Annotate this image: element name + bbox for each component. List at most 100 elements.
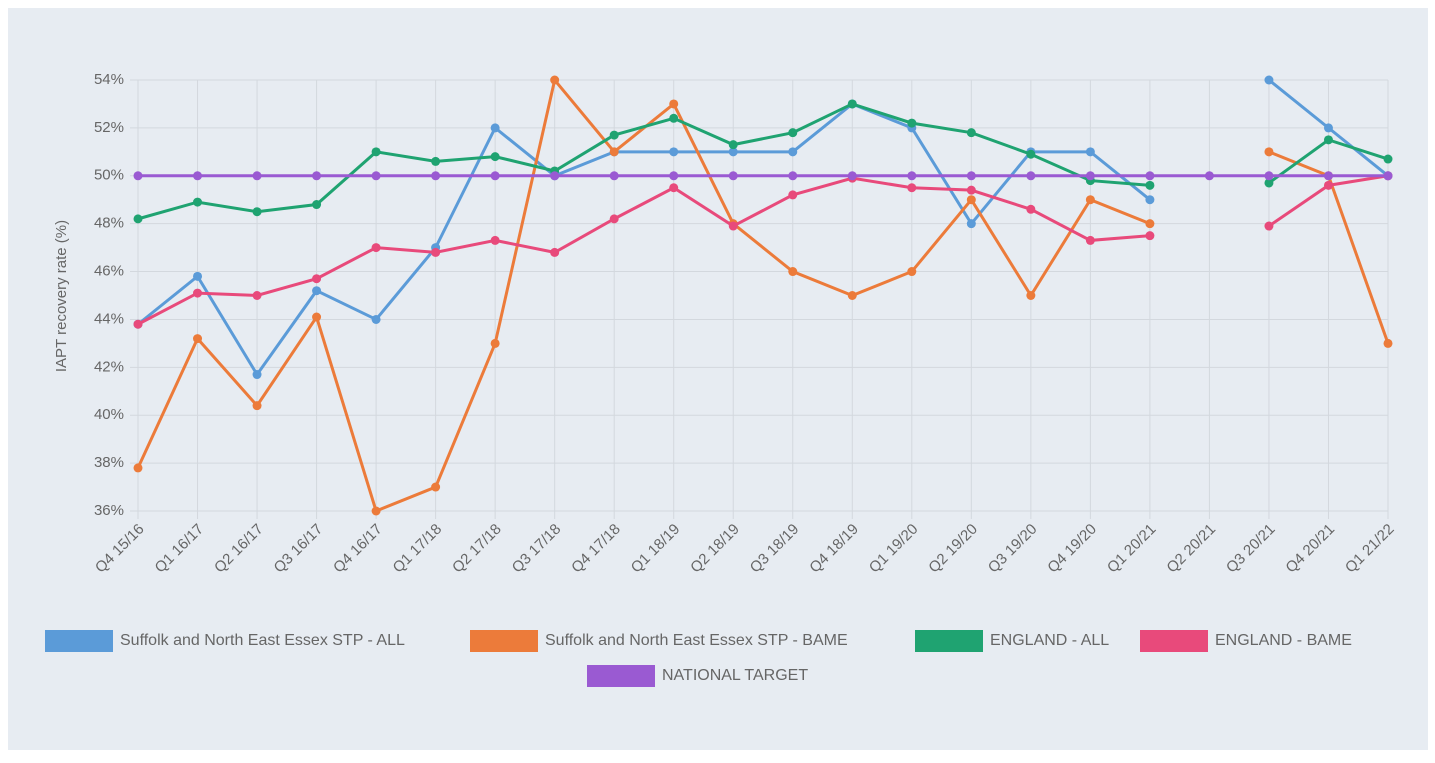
- y-tick-label: 40%: [94, 406, 124, 423]
- y-tick-label: 52%: [94, 119, 124, 136]
- data-point: [1264, 147, 1274, 157]
- legend-swatch: [470, 630, 538, 652]
- data-point: [1145, 195, 1155, 205]
- data-point: [609, 147, 619, 157]
- data-point: [1383, 154, 1393, 164]
- data-point: [1323, 180, 1333, 190]
- data-point: [1383, 338, 1393, 348]
- data-point: [1026, 291, 1036, 300]
- y-tick-label: 54%: [94, 71, 124, 88]
- data-point: [1323, 171, 1333, 181]
- data-point: [669, 113, 679, 123]
- data-point: [728, 221, 738, 231]
- data-point: [1085, 195, 1095, 205]
- data-point: [1085, 147, 1095, 157]
- data-point: [371, 243, 381, 253]
- data-point: [312, 200, 322, 210]
- data-point: [966, 185, 976, 195]
- data-point: [847, 99, 857, 109]
- y-axis-label: IAPT recovery rate (%): [53, 220, 70, 372]
- legend-label: ENGLAND - BAME: [1215, 632, 1352, 649]
- data-point: [133, 463, 143, 473]
- data-point: [728, 171, 738, 181]
- data-point: [1264, 75, 1274, 85]
- data-point: [966, 195, 976, 205]
- data-point: [371, 171, 381, 181]
- data-point: [490, 235, 500, 245]
- data-point: [1145, 171, 1155, 181]
- data-point: [312, 171, 322, 181]
- data-point: [907, 171, 917, 181]
- data-point: [550, 171, 560, 181]
- data-point: [1323, 123, 1333, 133]
- data-point: [193, 288, 203, 298]
- data-point: [728, 147, 738, 157]
- data-point: [133, 214, 143, 224]
- data-point: [1026, 149, 1036, 159]
- data-point: [907, 183, 917, 193]
- data-point: [609, 214, 619, 224]
- y-tick-label: 50%: [94, 167, 124, 184]
- legend-label: NATIONAL TARGET: [662, 667, 808, 684]
- data-point: [431, 482, 441, 492]
- legend-label: Suffolk and North East Essex STP - ALL: [120, 632, 405, 649]
- data-point: [312, 286, 322, 296]
- data-point: [728, 140, 738, 150]
- data-point: [1145, 180, 1155, 190]
- data-point: [1145, 231, 1155, 241]
- data-point: [788, 190, 798, 200]
- legend-label: ENGLAND - ALL: [990, 632, 1109, 649]
- data-point: [252, 171, 262, 181]
- data-point: [252, 370, 262, 380]
- data-point: [193, 171, 203, 181]
- data-point: [431, 247, 441, 257]
- data-point: [490, 338, 500, 348]
- data-point: [193, 271, 203, 281]
- legend-swatch: [45, 630, 113, 652]
- data-point: [431, 171, 441, 181]
- data-point: [431, 156, 441, 166]
- data-point: [550, 75, 560, 85]
- data-point: [1204, 171, 1214, 181]
- data-point: [1145, 219, 1155, 229]
- data-point: [907, 118, 917, 128]
- data-point: [133, 171, 143, 181]
- data-point: [788, 147, 798, 157]
- data-point: [312, 274, 322, 284]
- data-point: [193, 197, 203, 207]
- data-point: [788, 171, 798, 181]
- data-point: [252, 401, 262, 411]
- data-point: [490, 171, 500, 181]
- data-point: [669, 99, 679, 109]
- legend-swatch: [1140, 630, 1208, 652]
- data-point: [1264, 171, 1274, 181]
- y-tick-label: 42%: [94, 358, 124, 375]
- y-tick-label: 36%: [94, 502, 124, 519]
- data-point: [966, 219, 976, 229]
- y-tick-label: 46%: [94, 263, 124, 280]
- data-point: [966, 128, 976, 138]
- data-point: [609, 171, 619, 181]
- data-point: [133, 319, 143, 329]
- data-point: [1264, 178, 1274, 188]
- y-tick-label: 44%: [94, 310, 124, 327]
- y-tick-label: 38%: [94, 454, 124, 471]
- data-point: [371, 314, 381, 324]
- data-point: [550, 247, 560, 257]
- data-point: [312, 312, 322, 322]
- data-point: [490, 123, 500, 133]
- data-point: [847, 291, 857, 300]
- legend-label: Suffolk and North East Essex STP - BAME: [545, 632, 848, 649]
- data-point: [1085, 171, 1095, 181]
- data-point: [371, 506, 381, 516]
- data-point: [1323, 135, 1333, 145]
- data-point: [669, 171, 679, 181]
- data-point: [966, 171, 976, 181]
- data-point: [907, 267, 917, 277]
- y-tick-label: 48%: [94, 215, 124, 232]
- data-point: [847, 171, 857, 181]
- legend-swatch: [587, 665, 655, 687]
- data-point: [252, 207, 262, 217]
- legend-swatch: [915, 630, 983, 652]
